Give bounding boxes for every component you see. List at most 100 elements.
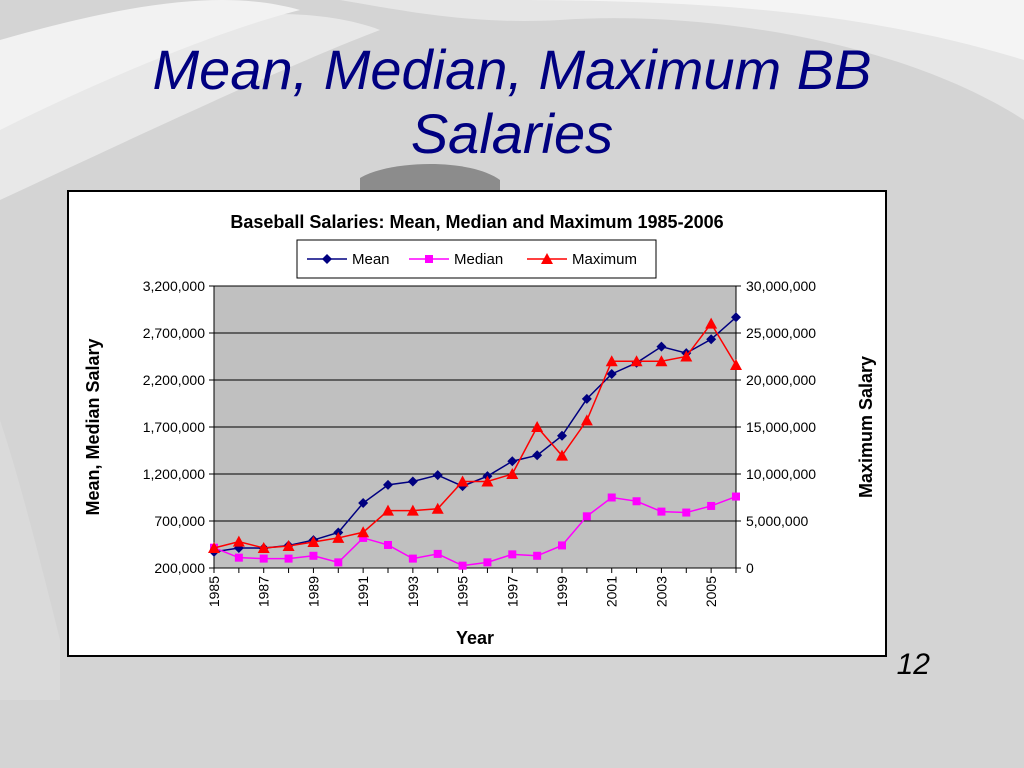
x-tick-label: 1999 xyxy=(554,576,570,607)
data-point-median xyxy=(657,507,666,516)
data-point-median xyxy=(732,492,740,501)
data-point-maximum xyxy=(456,475,469,487)
series-line-maximum xyxy=(213,322,737,549)
data-point-maximum xyxy=(481,475,494,487)
data-point-mean xyxy=(606,368,617,379)
data-point-median xyxy=(259,554,268,563)
legend-marker-mean xyxy=(322,254,332,264)
y-right-tick-label: 15,000,000 xyxy=(746,419,816,435)
y-tick-label: 1,200,000 xyxy=(143,466,205,482)
data-point-maximum xyxy=(580,414,593,426)
legend-label-mean: Mean xyxy=(352,251,390,268)
data-point-mean xyxy=(507,456,518,467)
x-tick-label: 1985 xyxy=(206,576,222,607)
series-maximum xyxy=(208,317,742,553)
y-axis-title: Mean, Median Salary xyxy=(83,338,103,515)
data-point-median xyxy=(682,508,691,517)
data-point-median xyxy=(284,554,293,563)
data-point-median xyxy=(558,541,566,550)
x-tick-label: 2001 xyxy=(604,576,620,607)
data-point-mean xyxy=(557,430,567,441)
y-right-tick-label: 25,000,000 xyxy=(746,325,816,341)
legend-box xyxy=(296,239,657,279)
data-point-mean xyxy=(706,334,717,345)
chart-container: Baseball Salaries: Mean, Median and Maxi… xyxy=(67,190,887,657)
data-point-maximum xyxy=(705,317,718,329)
slide-title-line-1: Mean, Median, Maximum BB xyxy=(152,38,872,101)
x-axis-title: Year xyxy=(456,628,494,648)
data-point-median xyxy=(607,493,616,502)
data-point-maximum xyxy=(357,526,370,538)
data-point-maximum xyxy=(208,541,220,553)
y-right-tick-label: 30,000,000 xyxy=(746,278,816,294)
legend-marker-maximum xyxy=(541,253,553,264)
data-point-mean xyxy=(656,341,667,352)
data-point-maximum xyxy=(282,540,295,552)
data-point-maximum xyxy=(382,504,394,516)
data-point-maximum xyxy=(232,535,245,547)
data-point-median xyxy=(433,549,442,558)
data-point-median xyxy=(533,551,542,560)
y-right-tick-label: 5,000,000 xyxy=(746,513,808,529)
data-point-median xyxy=(707,501,716,510)
x-tick-label: 1991 xyxy=(355,576,371,607)
data-point-median xyxy=(408,554,417,563)
data-point-median xyxy=(384,540,392,549)
data-point-maximum xyxy=(605,355,618,367)
y-right-axis-title: Maximum Salary xyxy=(856,356,876,498)
line-chart: Baseball Salaries: Mean, Median and Maxi… xyxy=(83,212,876,648)
y-tick-label: 2,700,000 xyxy=(143,325,205,341)
x-tick-label: 1997 xyxy=(504,576,520,607)
data-point-median xyxy=(359,533,368,542)
data-point-median xyxy=(309,551,318,560)
data-point-maximum xyxy=(431,502,444,514)
legend-label-median: Median xyxy=(454,251,503,268)
slide-title: Mean, Median, Maximum BB Salaries xyxy=(60,38,964,166)
data-point-maximum xyxy=(531,421,544,432)
data-point-median xyxy=(483,558,492,567)
data-point-mean xyxy=(358,498,369,509)
y-tick-label: 3,200,000 xyxy=(143,278,205,294)
data-point-maximum xyxy=(307,535,320,547)
data-point-mean xyxy=(532,450,543,461)
data-point-median xyxy=(234,553,243,562)
data-point-mean xyxy=(383,479,393,490)
data-point-median xyxy=(632,497,641,506)
y-right-tick-label: 10,000,000 xyxy=(746,466,816,482)
data-point-maximum xyxy=(556,449,568,461)
data-point-mean xyxy=(731,312,741,323)
y-right-tick-label: 0 xyxy=(746,560,754,576)
chart-title: Baseball Salaries: Mean, Median and Maxi… xyxy=(230,212,723,232)
data-point-maximum xyxy=(257,541,270,553)
page-number: 12 xyxy=(896,648,930,681)
data-point-median xyxy=(582,512,591,521)
x-tick-label: 1993 xyxy=(405,576,421,607)
x-tick-label: 1987 xyxy=(256,576,272,607)
y-tick-label: 1,700,000 xyxy=(143,419,205,435)
data-point-maximum xyxy=(406,504,419,516)
data-point-maximum xyxy=(630,355,643,367)
data-point-maximum xyxy=(680,350,693,362)
x-tick-label: 1989 xyxy=(305,576,321,607)
y-right-tick-label: 20,000,000 xyxy=(746,372,816,388)
data-point-maximum xyxy=(730,358,742,370)
y-tick-label: 700,000 xyxy=(154,513,205,529)
data-point-mean xyxy=(407,476,418,487)
data-point-mean xyxy=(581,393,592,404)
y-tick-label: 2,200,000 xyxy=(143,372,205,388)
slide-title-line-2: Salaries xyxy=(410,102,614,165)
data-point-maximum xyxy=(506,468,519,479)
data-point-maximum xyxy=(655,355,668,367)
x-tick-label: 2005 xyxy=(703,576,719,607)
data-point-median xyxy=(334,558,343,567)
data-point-maximum xyxy=(332,531,345,543)
legend-label-maximum: Maximum xyxy=(572,251,637,268)
data-point-mean xyxy=(432,470,443,481)
y-tick-label: 200,000 xyxy=(154,560,205,576)
legend-marker-median xyxy=(425,255,433,263)
data-point-median xyxy=(508,550,517,559)
series-line-median xyxy=(213,495,737,567)
x-tick-label: 1995 xyxy=(455,576,471,607)
data-point-median xyxy=(458,561,467,570)
